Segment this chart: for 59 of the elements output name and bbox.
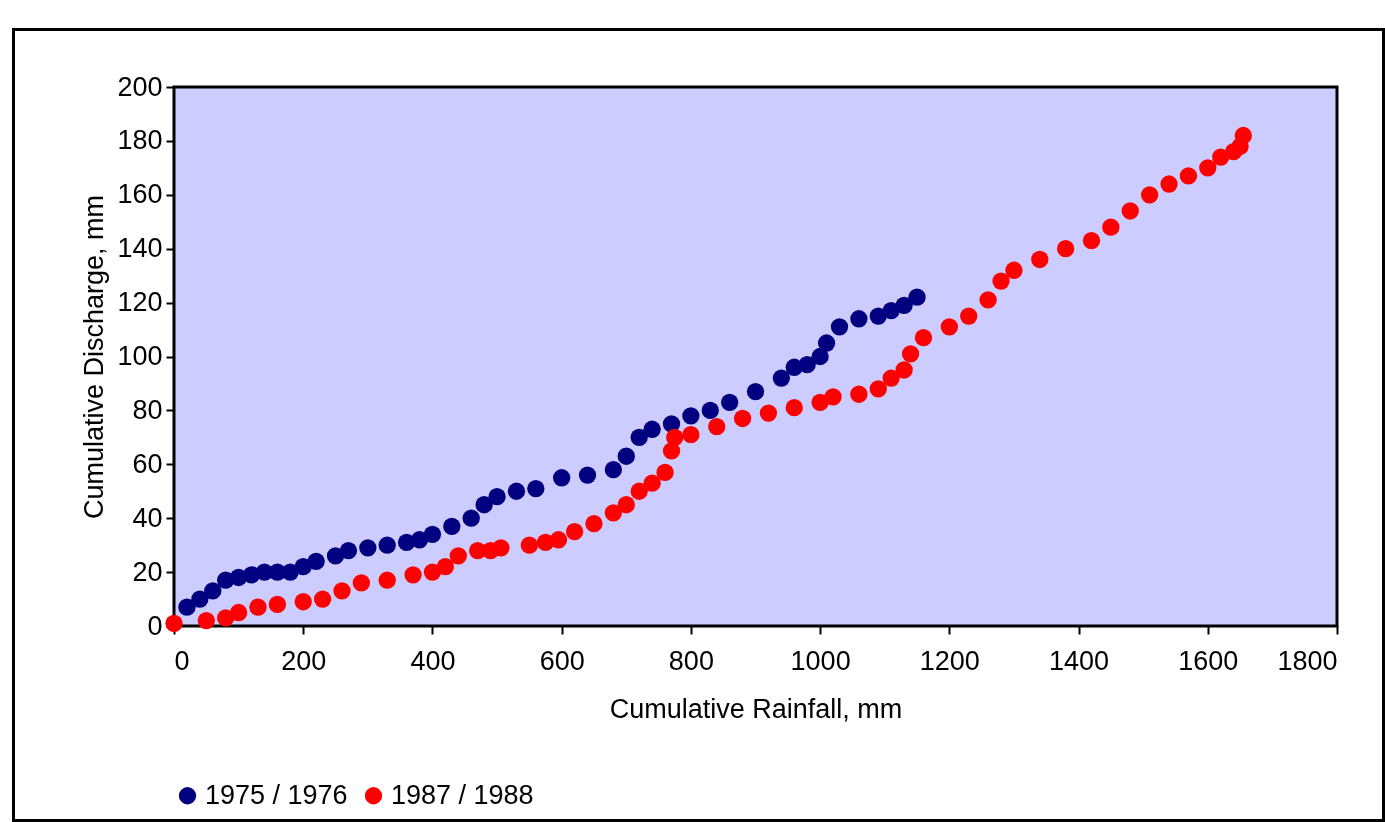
point — [294, 558, 312, 576]
y-tick-label: 200 — [117, 71, 163, 102]
point — [617, 447, 635, 465]
point — [772, 369, 790, 387]
point — [204, 582, 222, 600]
y-tick-label: 140 — [117, 233, 163, 264]
y-tick-label: 120 — [117, 287, 163, 318]
point — [578, 466, 597, 484]
point — [527, 479, 545, 498]
point — [553, 469, 571, 487]
point — [895, 296, 913, 314]
point — [443, 517, 461, 535]
point — [507, 482, 526, 500]
point — [817, 334, 836, 352]
x-tick-label: 1000 — [790, 645, 851, 676]
y-tick-label: 40 — [132, 502, 163, 533]
y-tick-label: 20 — [132, 556, 163, 587]
point — [475, 496, 493, 514]
x-tick-label: 200 — [281, 645, 327, 676]
point — [410, 531, 429, 549]
y-tick-label: 80 — [132, 394, 163, 425]
x-tick-label: 1200 — [919, 645, 980, 676]
x-axis-title: Cumulative Rainfall, mm — [609, 693, 903, 724]
x-tick-label: 0 — [174, 645, 190, 676]
point — [191, 590, 209, 608]
point — [682, 407, 700, 425]
point — [811, 347, 829, 366]
y-tick-label: 0 — [147, 610, 163, 641]
point — [746, 382, 765, 401]
point — [908, 288, 926, 306]
point — [359, 539, 377, 557]
point — [701, 401, 719, 420]
point — [307, 552, 325, 570]
point — [178, 598, 196, 616]
point — [604, 461, 623, 479]
y-axis-title: Cumulative Discharge, mm — [79, 194, 110, 520]
y-tick-label: 180 — [117, 125, 163, 156]
point — [643, 420, 661, 438]
point — [462, 509, 480, 527]
legend-label: 1987 / 1988 — [391, 779, 534, 810]
y-tick-label: 60 — [132, 448, 163, 479]
point — [339, 541, 358, 560]
point — [378, 536, 396, 554]
point — [830, 318, 849, 336]
point — [850, 310, 868, 328]
point — [488, 488, 506, 506]
x-tick-label: 400 — [410, 645, 456, 676]
point — [798, 355, 816, 374]
legend-label: 1975 / 1976 — [205, 779, 348, 810]
x-tick-label: 1600 — [1178, 645, 1239, 676]
point — [721, 393, 739, 411]
x-tick-label: 800 — [668, 645, 714, 676]
point — [423, 525, 442, 544]
point — [630, 428, 648, 446]
y-tick-label: 160 — [117, 179, 163, 210]
y-tick-label: 100 — [117, 341, 163, 371]
x-tick-label: 1800 — [1277, 645, 1338, 676]
x-tick-label: 600 — [539, 645, 585, 676]
x-tick-label: 1400 — [1049, 645, 1110, 676]
